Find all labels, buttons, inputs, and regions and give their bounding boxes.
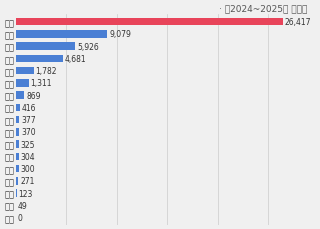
Text: 4,681: 4,681 xyxy=(65,55,86,64)
Text: 1,311: 1,311 xyxy=(31,79,52,88)
Text: 123: 123 xyxy=(19,189,33,198)
Text: 325: 325 xyxy=(21,140,35,149)
Bar xyxy=(16,153,19,160)
Bar xyxy=(16,80,29,87)
Bar xyxy=(16,165,19,173)
Bar xyxy=(16,177,18,185)
Bar xyxy=(16,128,19,136)
Text: 5,926: 5,926 xyxy=(77,42,99,52)
Text: 0: 0 xyxy=(17,213,22,222)
Text: 271: 271 xyxy=(20,177,35,185)
Text: 26,417: 26,417 xyxy=(284,18,311,27)
Text: 370: 370 xyxy=(21,128,36,137)
Text: 1,782: 1,782 xyxy=(36,67,57,76)
Bar xyxy=(16,31,107,38)
Text: 416: 416 xyxy=(21,103,36,112)
Bar xyxy=(16,68,34,75)
Bar xyxy=(16,189,17,197)
Bar xyxy=(16,92,24,99)
Bar xyxy=(16,141,19,148)
Bar xyxy=(16,43,76,51)
Text: 304: 304 xyxy=(20,152,35,161)
Text: 49: 49 xyxy=(18,201,28,210)
Text: · 〔2024~2025년 기준〕: · 〔2024~2025년 기준〕 xyxy=(220,4,308,13)
Text: 9,079: 9,079 xyxy=(109,30,131,39)
Text: 377: 377 xyxy=(21,116,36,125)
Bar xyxy=(16,19,283,26)
Text: 869: 869 xyxy=(26,91,41,100)
Bar xyxy=(16,104,20,112)
Bar xyxy=(16,55,63,63)
Bar xyxy=(16,116,20,124)
Text: 300: 300 xyxy=(20,164,35,173)
